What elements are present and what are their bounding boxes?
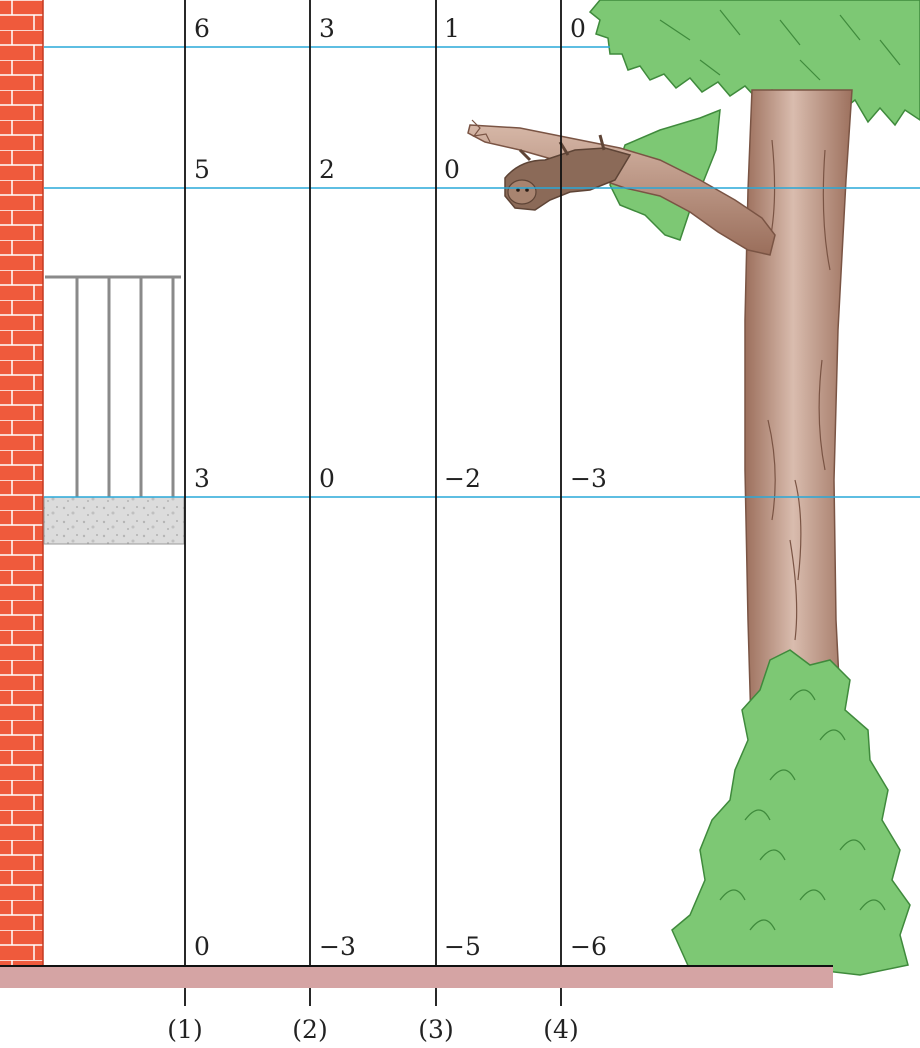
axis-label-2: (2) bbox=[292, 1015, 327, 1044]
value-col2-balcony: 0 bbox=[319, 464, 335, 493]
axis-label-1: (1) bbox=[167, 1015, 202, 1044]
value-col4-balcony: −3 bbox=[570, 464, 607, 493]
value-col3-top: 1 bbox=[444, 14, 460, 43]
reference-axes bbox=[184, 0, 562, 1006]
balcony-railing-icon bbox=[43, 275, 185, 545]
axis-label-3: (3) bbox=[418, 1015, 453, 1044]
axis-label-4: (4) bbox=[543, 1015, 578, 1044]
value-col3-upper: 0 bbox=[444, 155, 460, 184]
level-lines bbox=[44, 46, 920, 498]
level-values: 6 5 3 0 3 2 0 −3 1 0 −2 −5 0 −3 −6 bbox=[194, 14, 607, 961]
value-col2-top: 3 bbox=[319, 14, 335, 43]
ground bbox=[0, 965, 833, 988]
value-col2-upper: 2 bbox=[319, 155, 335, 184]
value-col3-balcony: −2 bbox=[444, 464, 481, 493]
brick-wall-icon bbox=[0, 0, 44, 966]
value-col4-top: 0 bbox=[570, 14, 586, 43]
value-col4-ground: −6 bbox=[570, 932, 607, 961]
value-col1-upper: 5 bbox=[194, 155, 210, 184]
value-col2-ground: −3 bbox=[319, 932, 356, 961]
value-col1-ground: 0 bbox=[194, 932, 210, 961]
value-col1-top: 6 bbox=[194, 14, 210, 43]
axis-labels: (1) (2) (3) (4) bbox=[167, 1015, 578, 1044]
value-col3-ground: −5 bbox=[444, 932, 481, 961]
value-col1-balcony: 3 bbox=[194, 464, 210, 493]
bush-icon bbox=[671, 649, 911, 976]
